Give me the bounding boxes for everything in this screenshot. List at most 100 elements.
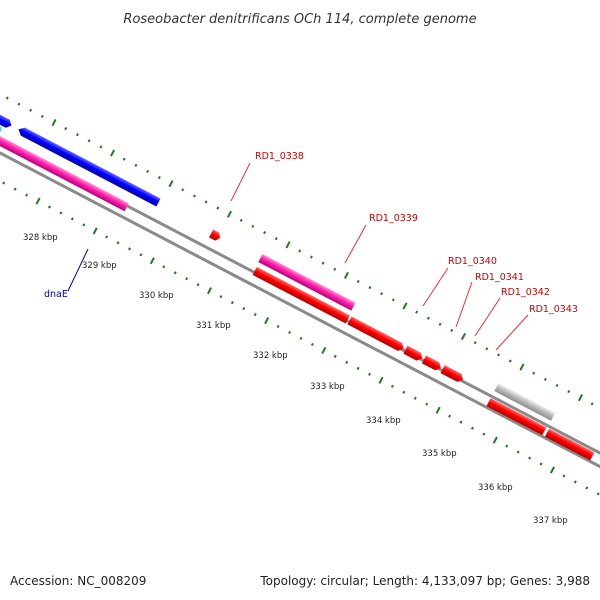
minor-tick (173, 271, 177, 275)
gene-rd1-0342[interactable] (421, 355, 443, 372)
gene-rd1-0339[interactable] (258, 254, 356, 311)
scale-label: 337 kbp (533, 516, 568, 526)
minor-tick (196, 283, 200, 287)
scale-label: 329 kbp (82, 261, 117, 271)
minor-tick (356, 366, 360, 370)
major-tick (435, 406, 441, 414)
minor-tick (239, 218, 243, 222)
minor-tick (356, 279, 360, 284)
scale-label: 330 kbp (139, 291, 174, 301)
minor-tick (562, 474, 566, 478)
minor-tick (590, 402, 594, 406)
minor-tick (128, 247, 131, 251)
minor-tick (59, 211, 63, 215)
scale-label: 332 kbp (253, 351, 288, 361)
minor-tick (402, 390, 406, 394)
gene-rd1-0341[interactable] (403, 345, 424, 363)
minor-tick (380, 292, 384, 296)
gene-label-rd1-0339[interactable]: RD1_0339 (369, 213, 418, 224)
minor-tick (263, 231, 267, 235)
minor-tick (573, 480, 577, 484)
genome-summary-text: Topology: circular; Length: 4,133,097 bp… (259, 574, 590, 588)
gene-labels: RD1_0338 RD1_0339 RD1_0340 RD1_0341 RD1_… (44, 151, 578, 315)
major-tick (92, 227, 98, 235)
gene-label-dnaE[interactable]: dnaE (44, 289, 68, 300)
minor-tick (333, 354, 337, 358)
gene-red-rev-1[interactable] (252, 266, 350, 324)
gene-blue-dnaE[interactable] (16, 125, 161, 207)
minor-tick (448, 414, 452, 418)
minor-tick (539, 462, 543, 466)
minor-tick (13, 187, 17, 191)
minor-tick (185, 277, 189, 281)
scale-label: 328 kbp (23, 233, 58, 243)
minor-tick (309, 255, 313, 259)
major-tick (519, 363, 525, 371)
gene-label-rd1-0341[interactable]: RD1_0341 (475, 272, 524, 283)
minor-tick (345, 360, 349, 364)
minor-tick (299, 336, 303, 341)
gene-blue-fwd-1[interactable] (0, 106, 13, 130)
minor-tick (253, 313, 257, 317)
scale-label: 334 kbp (366, 416, 401, 426)
gene-pink-rev[interactable] (0, 124, 129, 212)
scale-labels: 328 kbp 329 kbp 330 kbp 331 kbp 332 kbp … (23, 233, 568, 526)
minor-tick (567, 390, 571, 394)
minor-tick (425, 402, 429, 406)
minor-tick (459, 420, 463, 424)
minor-tick (47, 205, 51, 209)
minor-tick (333, 267, 337, 271)
minor-tick (162, 265, 166, 269)
gene-label-rd1-0342[interactable]: RD1_0342 (501, 287, 550, 298)
minor-tick (390, 384, 394, 388)
gene-label-rd1-0338[interactable]: RD1_0338 (255, 151, 304, 162)
minor-tick (40, 114, 44, 118)
leader-lines (67, 162, 529, 351)
minor-tick (413, 396, 417, 400)
minor-tick (105, 235, 109, 239)
minor-tick (368, 372, 372, 376)
minor-tick (2, 181, 6, 185)
major-tick (460, 332, 466, 341)
gene-label-rd1-0340[interactable]: RD1_0340 (448, 256, 497, 267)
scale-label: 335 kbp (422, 449, 457, 459)
minor-tick (17, 102, 21, 106)
major-tick (343, 271, 349, 279)
gene-rd1-0343[interactable] (440, 365, 466, 384)
gene-red-rev-3[interactable] (544, 428, 595, 461)
minor-tick (99, 145, 103, 149)
minor-tick (157, 175, 161, 180)
minor-tick (116, 241, 120, 245)
minor-tick (391, 298, 395, 302)
minor-tick (230, 301, 234, 305)
major-tick (51, 118, 57, 127)
minor-tick (87, 139, 91, 143)
gene-gray-fwd[interactable] (494, 383, 556, 421)
major-tick (549, 466, 555, 474)
minor-tick (321, 261, 325, 265)
major-tick (378, 376, 384, 384)
gene-rd1-0340[interactable] (347, 316, 405, 352)
gene-label-rd1-0343[interactable]: RD1_0343 (529, 304, 578, 315)
minor-tick (75, 133, 79, 137)
minor-tick (505, 444, 509, 448)
major-tick (285, 241, 291, 249)
minor-tick (528, 456, 532, 460)
major-tick (264, 316, 270, 325)
gene-rd1-0338[interactable] (209, 229, 222, 242)
minor-tick (70, 217, 74, 221)
major-tick (321, 346, 327, 355)
scale-label: 336 kbp (478, 483, 513, 493)
scale-label: 333 kbp (310, 382, 345, 392)
minor-tick (192, 194, 196, 198)
minor-tick (216, 206, 220, 210)
minor-tick (543, 377, 547, 381)
minor-tick (82, 223, 86, 227)
minor-tick (139, 253, 143, 257)
minor-tick (450, 328, 454, 333)
minor-tick (276, 324, 280, 329)
minor-tick (368, 286, 372, 290)
gene-red-rev-2[interactable] (486, 398, 547, 436)
minor-tick (242, 307, 246, 311)
minor-tick (473, 341, 477, 345)
